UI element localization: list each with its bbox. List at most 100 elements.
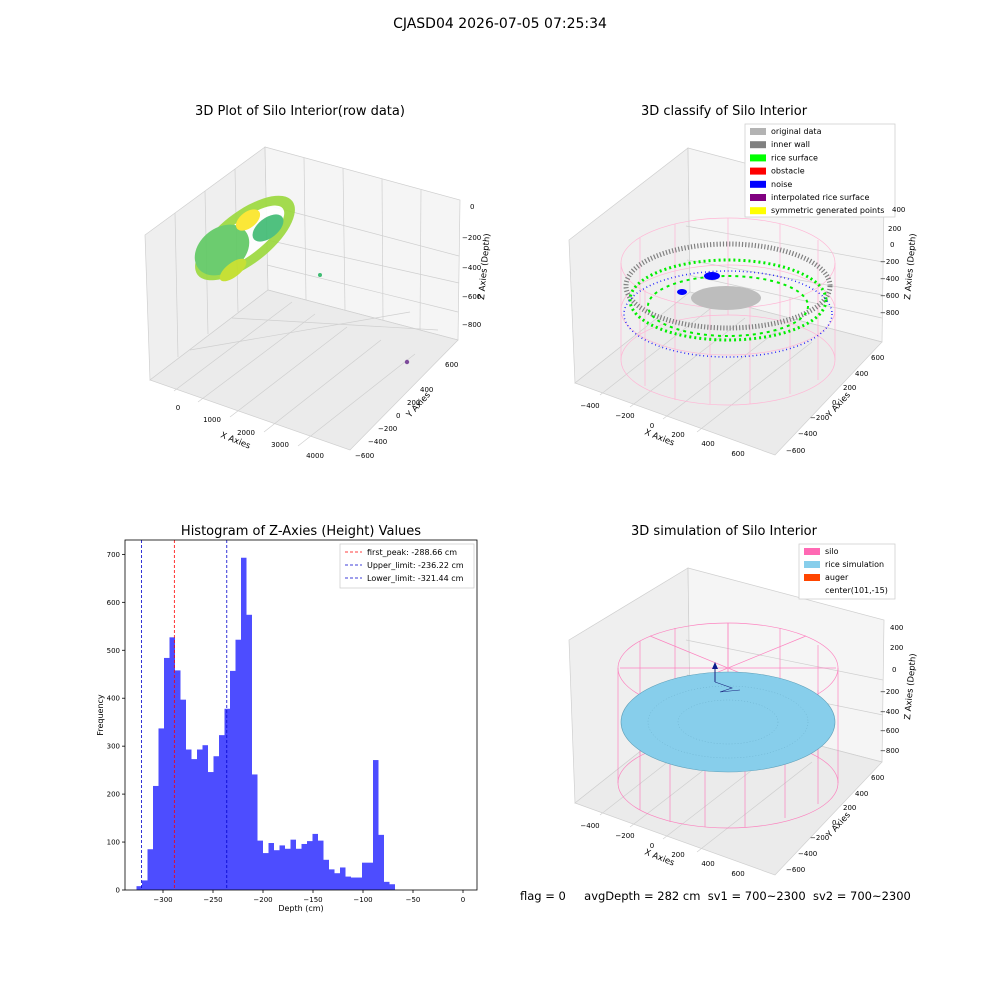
raw-outlier-point bbox=[404, 359, 410, 365]
histogram-bar bbox=[164, 657, 170, 890]
legend-label: inner wall bbox=[771, 140, 810, 149]
histogram-bar bbox=[213, 756, 219, 890]
legend-swatch bbox=[804, 548, 820, 555]
raw-xtick: 2000 bbox=[237, 429, 255, 437]
raw-ztick: −400 bbox=[462, 264, 481, 272]
histogram-bar bbox=[301, 843, 307, 890]
simulation-ztick: −800 bbox=[880, 747, 899, 755]
histogram-bar bbox=[334, 873, 340, 890]
simulation-ztick: 200 bbox=[890, 644, 903, 652]
histogram-bar bbox=[180, 699, 186, 890]
raw-ytick: −400 bbox=[368, 438, 387, 446]
classify-ztick: 400 bbox=[892, 206, 905, 214]
histogram-bar bbox=[169, 637, 175, 890]
status-footer: flag = 0 avgDepth = 282 cm sv1 = 700~230… bbox=[520, 889, 911, 903]
histogram-bar bbox=[274, 850, 280, 890]
classify-zlabel: Z Axies (Depth) bbox=[903, 233, 919, 300]
simulation-ytick: −200 bbox=[810, 834, 829, 842]
legend-label: center(101,-15) bbox=[825, 586, 888, 595]
legend-swatch bbox=[750, 194, 766, 201]
classify-xtick: 600 bbox=[731, 450, 744, 458]
classify-ztick: −400 bbox=[880, 275, 899, 283]
histogram-legend-label: first_peak: -288.66 cm bbox=[367, 548, 457, 557]
histogram-bar bbox=[263, 853, 269, 890]
simulation-ytick: 0 bbox=[832, 819, 836, 827]
simulation-ztick: −200 bbox=[880, 688, 899, 696]
histogram-bar bbox=[296, 848, 302, 890]
simulation-ytick: 600 bbox=[871, 774, 884, 782]
histogram-bar bbox=[285, 848, 291, 890]
legend-label: original data bbox=[771, 127, 822, 136]
legend-label: obstacle bbox=[771, 167, 805, 176]
legend-label: interpolated rice surface bbox=[771, 193, 869, 202]
histogram-bar bbox=[268, 843, 274, 890]
raw-zlabel: Z Axies (Depth) bbox=[477, 233, 493, 300]
histogram-bar bbox=[246, 614, 252, 890]
histogram-ytick-label: 600 bbox=[107, 599, 120, 607]
classify-ztick: 200 bbox=[888, 225, 901, 233]
legend-swatch bbox=[750, 154, 766, 162]
simulation-xtick: −400 bbox=[580, 822, 599, 830]
histogram-bar bbox=[389, 884, 395, 890]
histogram-bar bbox=[345, 876, 351, 890]
histogram-bar bbox=[202, 745, 208, 890]
legend-swatch bbox=[750, 128, 766, 135]
histogram-bar bbox=[175, 670, 181, 890]
raw-ytick: 600 bbox=[445, 361, 458, 369]
histogram-bar bbox=[307, 841, 313, 890]
simulation-xtick: 400 bbox=[701, 860, 714, 868]
simulation-panel-title: 3D simulation of Silo Interior bbox=[631, 524, 817, 539]
raw-ytick: −600 bbox=[355, 452, 374, 460]
histogram-bar bbox=[373, 760, 379, 890]
classify-xtick: −400 bbox=[580, 402, 599, 410]
raw-xtick: 1000 bbox=[203, 416, 221, 424]
histogram-bar bbox=[323, 859, 329, 890]
raw-ytick: 400 bbox=[420, 386, 433, 394]
legend-swatch bbox=[750, 141, 766, 149]
histogram-bar bbox=[384, 881, 390, 890]
histogram-bar bbox=[290, 839, 296, 890]
simulation-ytick: 200 bbox=[843, 804, 856, 812]
classify-panel-title: 3D classify of Silo Interior bbox=[640, 104, 808, 119]
raw-xtick: 0 bbox=[176, 404, 180, 412]
histogram-xtick-label: −200 bbox=[253, 896, 272, 904]
legend-label: rice surface bbox=[771, 153, 818, 162]
histogram-bar bbox=[147, 849, 153, 890]
histogram-bar bbox=[241, 557, 247, 890]
classify-ztick: 0 bbox=[890, 241, 894, 249]
histogram-bar bbox=[257, 840, 263, 890]
histogram-bar bbox=[136, 886, 142, 890]
classify-ytick: 600 bbox=[871, 354, 884, 362]
raw-ztick: −600 bbox=[462, 293, 481, 301]
histogram-bar bbox=[318, 840, 324, 890]
histogram-bar bbox=[219, 735, 225, 890]
histogram-bar bbox=[340, 867, 346, 890]
histogram-bar bbox=[208, 772, 214, 890]
histogram-ytick-label: 500 bbox=[107, 647, 120, 655]
classify-ytick: −600 bbox=[786, 447, 805, 455]
histogram-ylabel: Frequency bbox=[96, 694, 105, 736]
histogram-bar bbox=[224, 708, 230, 890]
classify-xtick: −200 bbox=[615, 412, 634, 420]
raw-xtick: 4000 bbox=[306, 452, 324, 460]
histogram-bar bbox=[362, 862, 368, 890]
legend-label: auger bbox=[825, 573, 849, 582]
classify-ytick: 400 bbox=[855, 370, 868, 378]
histogram-xlabel: Depth (cm) bbox=[278, 904, 323, 913]
classify-ztick: −800 bbox=[880, 309, 899, 317]
simulation-xtick: 200 bbox=[671, 851, 684, 859]
legend-label: rice simulation bbox=[825, 560, 884, 569]
histogram-xtick-label: −150 bbox=[303, 896, 322, 904]
histogram-xtick-label: −100 bbox=[353, 896, 372, 904]
histogram-xtick-label: −50 bbox=[406, 896, 421, 904]
simulation-xtick: −200 bbox=[615, 832, 634, 840]
raw-ytick: −200 bbox=[378, 425, 397, 433]
histogram-bar bbox=[230, 670, 236, 890]
legend-swatch bbox=[750, 180, 766, 188]
histogram-bar bbox=[235, 639, 241, 890]
histogram-bar bbox=[367, 862, 373, 890]
simulation-ztick: −400 bbox=[880, 708, 899, 716]
histogram-ytick-label: 100 bbox=[107, 839, 120, 847]
classify-ytick: −200 bbox=[810, 414, 829, 422]
classify-3d-plot: original data inner wall rice surface obsta… bbox=[568, 123, 919, 458]
